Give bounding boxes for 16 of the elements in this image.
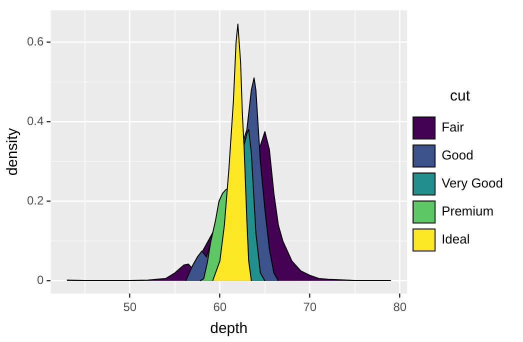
x-tick-label: 60	[213, 300, 227, 314]
legend-label: Fair	[442, 120, 465, 135]
legend-label: Good	[442, 148, 474, 163]
y-tick-label: 0.6	[26, 34, 44, 48]
legend-label: Premium	[442, 204, 494, 219]
y-tick-label: 0.2	[26, 194, 44, 208]
x-tick-label: 80	[393, 300, 407, 314]
x-tick-label: 70	[303, 300, 317, 314]
legend-label: Ideal	[442, 232, 470, 247]
x-tick-label: 50	[123, 300, 137, 314]
y-tick-label: 0	[36, 273, 44, 288]
y-tick-label: 0.4	[26, 114, 44, 128]
x-axis-title: depth	[210, 320, 248, 338]
y-axis-title: density	[4, 128, 22, 176]
legend-title: cut	[450, 88, 471, 105]
legend-label: Very Good	[442, 176, 504, 191]
